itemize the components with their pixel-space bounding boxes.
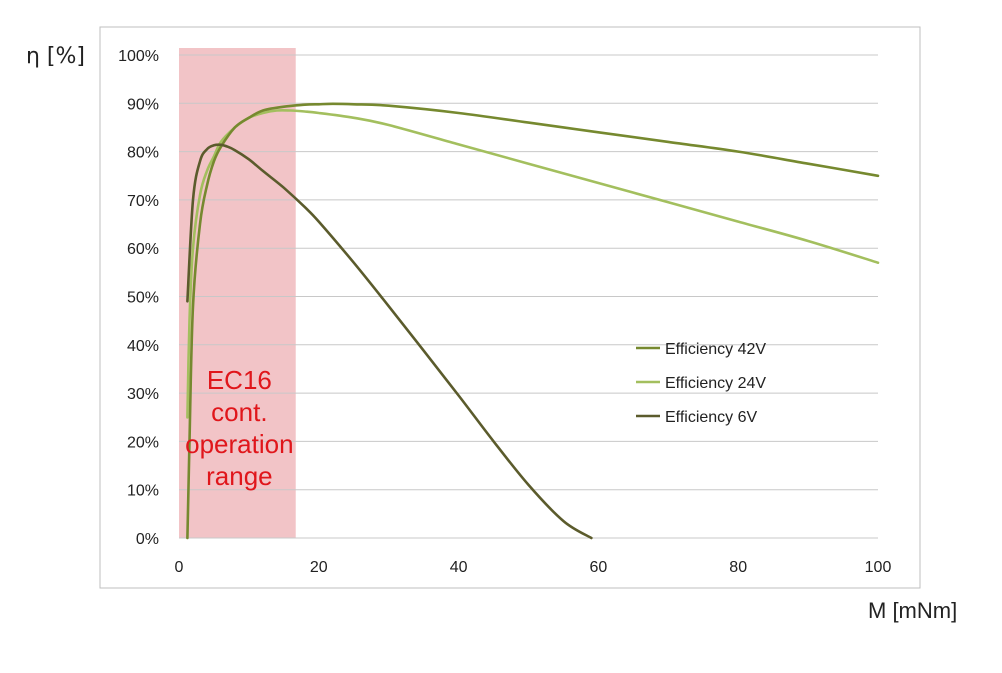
x-tick-label: 40 [450, 559, 468, 576]
y-tick-label: 10% [127, 483, 159, 500]
x-tick-label: 0 [175, 559, 184, 576]
y-tick-label: 80% [127, 145, 159, 162]
y-tick-label: 50% [127, 290, 159, 307]
operation-range-label: cont. [211, 397, 267, 427]
y-axis-title: η [%] [26, 44, 86, 69]
y-tick-label: 100% [118, 48, 159, 65]
y-tick-label: 70% [127, 193, 159, 210]
x-tick-label: 100 [865, 559, 892, 576]
y-tick-label: 90% [127, 96, 159, 113]
x-axis-title: M [mNm] [868, 598, 958, 623]
legend-label: Efficiency 24V [665, 375, 766, 392]
y-tick-label: 0% [136, 531, 159, 548]
y-tick-label: 30% [127, 386, 159, 403]
y-tick-label: 20% [127, 434, 159, 451]
operation-range-band [179, 48, 296, 538]
y-tick-label: 60% [127, 241, 159, 258]
operation-range-label: EC16 [207, 365, 272, 395]
legend-label: Efficiency 42V [665, 341, 766, 358]
x-tick-label: 20 [310, 559, 328, 576]
operation-range-label: operation [185, 429, 293, 459]
x-tick-label: 60 [590, 559, 608, 576]
series-line-efficiency-42v [186, 102, 880, 540]
operation-range-label: range [206, 461, 273, 491]
legend-label: Efficiency 6V [665, 409, 758, 426]
series-line-efficiency-6v [186, 143, 593, 540]
series-line-efficiency-24v [186, 108, 880, 419]
x-tick-label: 80 [729, 559, 747, 576]
y-tick-label: 40% [127, 338, 159, 355]
